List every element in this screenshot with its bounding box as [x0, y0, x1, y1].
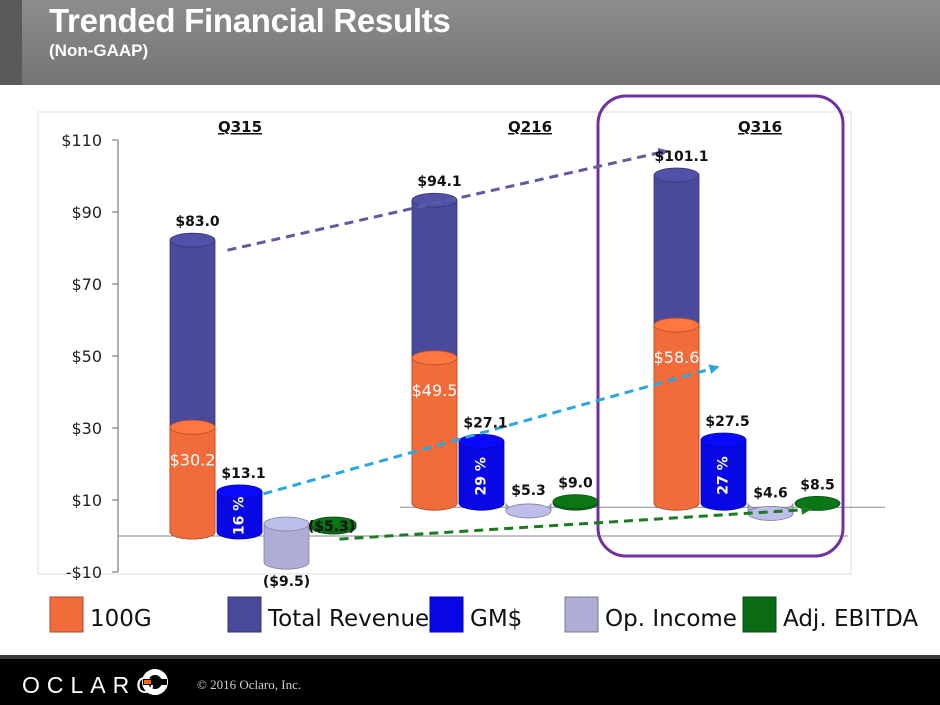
- legend-swatch: [564, 596, 599, 633]
- legend-label: Adj. EBITDA: [783, 606, 918, 632]
- legend: 100G Total Revenue GM$ Op. Income Adj. EBITD…: [49, 596, 918, 633]
- category-labels: Q315 Q216 Q316: [218, 94, 845, 558]
- legend-label: Total Revenue: [267, 606, 429, 632]
- y-tick-label: $30: [71, 419, 102, 438]
- total-revenue-label: $101.1: [654, 149, 708, 165]
- oclaro-logo-icon: [142, 669, 168, 695]
- legend-item: Adj. EBITDA: [742, 596, 918, 633]
- oclaro-logo-text: OCLARO: [22, 672, 162, 698]
- category-label: Q216: [508, 118, 552, 136]
- revenue-trend-arrow: [227, 147, 669, 252]
- legend-swatch: [49, 596, 84, 633]
- op-income-label: $5.3: [511, 483, 546, 499]
- financial-results-chart: $110 $90 $70 $50 $30 $10 -$10 Q315 Q216 Q316 $83…: [37, 94, 918, 633]
- legend-swatch: [227, 596, 262, 633]
- label-100g: $49.5: [412, 381, 458, 400]
- total-revenue-label: $94.1: [417, 174, 461, 190]
- legend-item: Total Revenue: [227, 596, 429, 633]
- gm-bar: [216, 484, 263, 540]
- y-tick-label: $10: [71, 491, 102, 510]
- legend-label: 100G: [90, 606, 152, 632]
- footer-divider: [0, 655, 940, 659]
- category-label: Q316: [738, 118, 782, 136]
- legend-item: Op. Income: [564, 596, 737, 633]
- adj-ebitda-bar: [794, 495, 841, 511]
- gm-label: $27.1: [463, 415, 507, 431]
- adj-ebitda-bar: [310, 516, 357, 535]
- ebitda-trend-arrow: [339, 504, 812, 541]
- page-title: Trended Financial Results: [49, 2, 451, 39]
- op-income-bar: [505, 503, 552, 519]
- data-labels: $83.0 $30.2 $13.1 16 % ($9.5) ($5.3) $94.1 $49.…: [170, 149, 835, 590]
- legend-label: GM$: [470, 606, 522, 632]
- op-income-label: ($9.5): [263, 574, 310, 590]
- legend-label: Op. Income: [605, 606, 737, 632]
- total-revenue-label: $83.0: [175, 214, 220, 230]
- page-subtitle: (Non-GAAP): [49, 41, 149, 60]
- y-tick-label: $70: [71, 275, 102, 294]
- category-label: Q315: [218, 118, 262, 136]
- label-100g: $58.6: [654, 348, 700, 367]
- gm-percent-label: 29 %: [474, 457, 490, 495]
- title-bar-accent: [0, 0, 22, 85]
- legend-item: GM$: [429, 596, 522, 633]
- legend-swatch: [742, 596, 777, 633]
- op-income-label: $4.6: [753, 485, 788, 501]
- gm-percent-label: 27 %: [716, 456, 732, 494]
- legend-swatch: [429, 596, 464, 633]
- label-100g: $30.2: [170, 450, 216, 469]
- legend-item: 100G: [49, 596, 152, 633]
- gm-bar: [458, 434, 505, 511]
- gm-trend-arrow: [263, 364, 720, 496]
- bar-100g: [653, 317, 700, 511]
- bar-series: [169, 167, 841, 570]
- gm-percent-label: 16 %: [232, 497, 248, 535]
- adj-ebitda-label: $9.0: [558, 476, 593, 492]
- trend-arrows: [227, 147, 812, 541]
- gm-label: $13.1: [221, 466, 265, 482]
- op-income-bar: [263, 516, 310, 570]
- adj-ebitda-bar: [552, 494, 599, 511]
- gm-label: $27.5: [705, 414, 749, 430]
- highlight-frame: [596, 94, 845, 558]
- title-bar: Trended Financial Results (Non-GAAP): [0, 0, 940, 85]
- adj-ebitda-label: $8.5: [800, 477, 835, 493]
- bar-100g: [169, 419, 216, 540]
- y-axis: $110 $90 $70 $50 $30 $10 -$10: [61, 131, 885, 582]
- y-tick-label: $50: [71, 347, 102, 366]
- adj-ebitda-label: ($5.3): [308, 519, 355, 535]
- gm-bar: [700, 432, 747, 511]
- y-tick-label: $110: [61, 131, 102, 150]
- y-tick-label: $90: [71, 203, 102, 222]
- copyright-notice: © 2016 Oclaro, Inc.: [197, 677, 302, 692]
- y-tick-label: -$10: [66, 563, 102, 582]
- bar-100g: [411, 350, 458, 511]
